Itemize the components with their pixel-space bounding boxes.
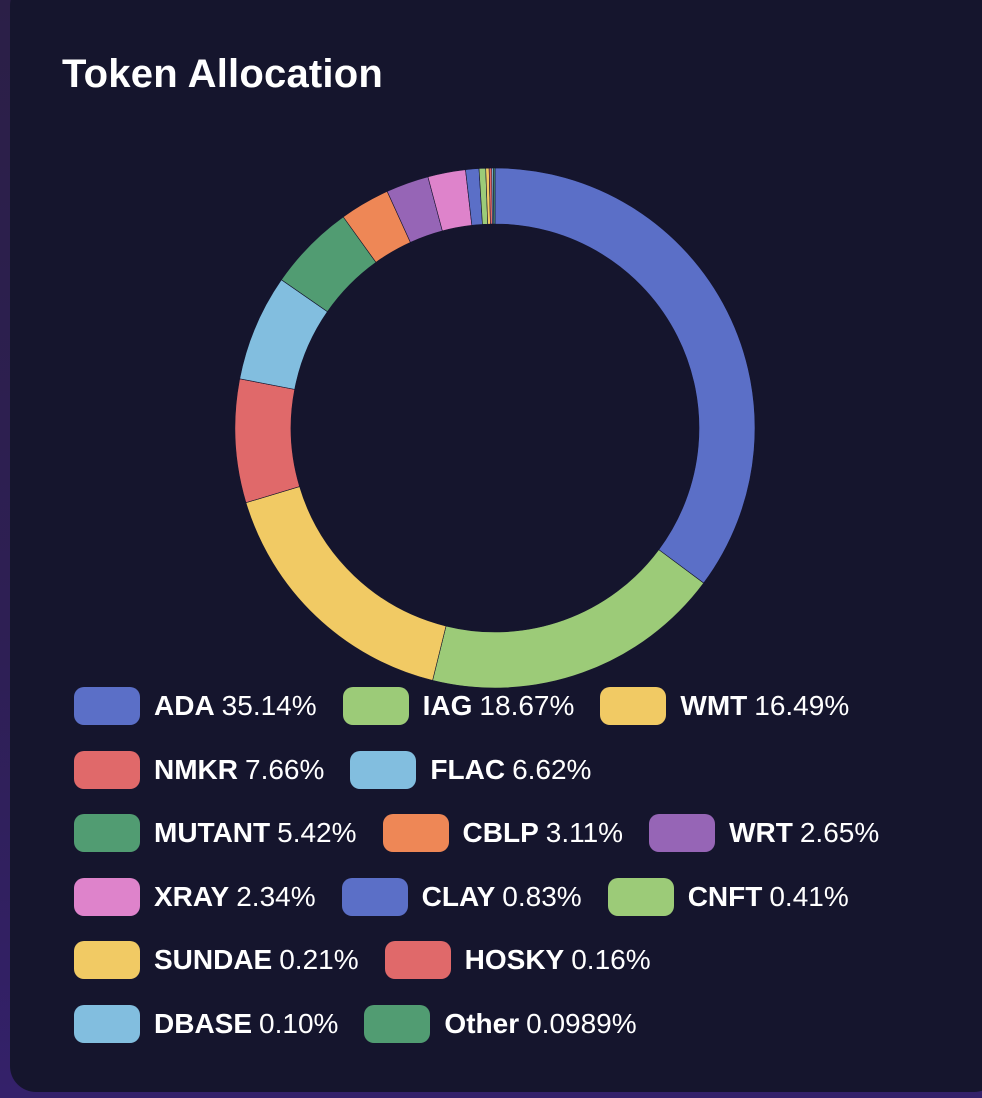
donut-chart	[234, 167, 756, 689]
legend-swatch-dbase	[74, 1004, 140, 1043]
legend-item-dbase[interactable]: DBASE 0.10%	[74, 1004, 339, 1043]
donut-slice-ada[interactable]	[494, 167, 756, 584]
legend-swatch-ada	[74, 687, 140, 725]
legend-value-cblp: 3.11%	[545, 817, 624, 848]
card-title: Token Allocation	[62, 52, 383, 96]
legend-label-wmt: WMT	[680, 690, 748, 721]
legend-item-flac[interactable]: FLAC 6.62%	[350, 750, 592, 789]
legend-label-clay: CLAY	[421, 880, 496, 912]
legend-value-mutant: 5.42%	[277, 817, 357, 848]
legend-swatch-clay	[341, 877, 408, 916]
legend-item-wrt[interactable]: WRT 2.65%	[649, 814, 879, 852]
legend-label-nmkr: NMKR	[154, 753, 238, 785]
legend-swatch-xray	[74, 877, 140, 916]
legend-value-hosky: 0.16%	[571, 944, 651, 975]
legend-label-sundae: SUNDAE	[154, 944, 273, 975]
legend-label-mutant: MUTANT	[154, 817, 271, 848]
donut-slice-iag[interactable]	[432, 549, 705, 689]
legend-value-other: 0.0989%	[526, 1007, 637, 1039]
legend-swatch-wmt	[600, 687, 667, 725]
legend-label-dbase: DBASE	[154, 1007, 253, 1039]
legend-swatch-hosky	[384, 941, 451, 979]
legend-value-xray: 2.34%	[236, 880, 316, 912]
legend-value-flac: 6.62%	[512, 753, 592, 785]
legend-swatch-cblp	[382, 814, 449, 852]
legend-swatch-iag	[342, 687, 409, 725]
legend-row: ADA 35.14% IAG 18.67% WMT 16.49%	[74, 686, 954, 726]
legend-label-hosky: HOSKY	[464, 944, 565, 975]
legend-value-ada: 35.14%	[221, 690, 317, 721]
legend-label-iag: IAG	[422, 690, 473, 721]
legend-swatch-flac	[350, 750, 417, 789]
legend-value-wmt: 16.49%	[754, 690, 850, 721]
legend-label-cnft: CNFT	[687, 880, 763, 912]
legend-swatch-other	[364, 1004, 431, 1043]
legend-row: SUNDAE 0.21% HOSKY 0.16%	[74, 940, 954, 980]
legend-value-clay: 0.83%	[502, 880, 582, 912]
chart-legend: ADA 35.14% IAG 18.67% WMT 16.49% NMKR 7.66% FLAC…	[74, 686, 954, 1067]
legend-label-xray: XRAY	[154, 880, 230, 912]
legend-label-cblp: CBLP	[462, 817, 539, 848]
donut-slice-other[interactable]	[493, 167, 496, 225]
legend-item-clay[interactable]: CLAY 0.83%	[341, 877, 582, 916]
donut-slice-nmkr[interactable]	[234, 378, 300, 504]
legend-item-ada[interactable]: ADA 35.14%	[74, 687, 317, 725]
legend-item-iag[interactable]: IAG 18.67%	[342, 687, 575, 725]
legend-item-sundae[interactable]: SUNDAE 0.21%	[74, 941, 359, 979]
legend-label-flac: FLAC	[430, 753, 506, 785]
legend-value-wrt: 2.65%	[799, 817, 880, 848]
legend-swatch-mutant	[74, 814, 140, 852]
legend-value-dbase: 0.10%	[259, 1007, 339, 1039]
legend-row: XRAY 2.34% CLAY 0.83% CNFT 0.41%	[74, 877, 954, 917]
legend-row: NMKR 7.66% FLAC 6.62%	[74, 750, 954, 790]
legend-label-ada: ADA	[154, 690, 215, 721]
legend-label-other: Other	[444, 1007, 520, 1039]
legend-item-cnft[interactable]: CNFT 0.41%	[607, 877, 849, 916]
legend-row: DBASE 0.10% Other 0.0989%	[74, 1004, 954, 1044]
legend-item-hosky[interactable]: HOSKY 0.16%	[384, 941, 651, 979]
legend-item-mutant[interactable]: MUTANT 5.42%	[74, 814, 357, 852]
legend-value-iag: 18.67%	[479, 690, 575, 721]
legend-row: MUTANT 5.42% CBLP 3.11% WRT 2.65%	[74, 813, 954, 853]
legend-swatch-wrt	[649, 814, 716, 852]
legend-item-other[interactable]: Other 0.0989%	[364, 1004, 637, 1043]
legend-swatch-nmkr	[74, 750, 140, 789]
legend-item-wmt[interactable]: WMT 16.49%	[600, 687, 849, 725]
legend-swatch-cnft	[607, 877, 674, 916]
legend-item-nmkr[interactable]: NMKR 7.66%	[74, 750, 325, 789]
legend-value-cnft: 0.41%	[769, 880, 849, 912]
donut-slice-wmt[interactable]	[245, 486, 447, 681]
legend-value-nmkr: 7.66%	[245, 753, 325, 785]
legend-label-wrt: WRT	[729, 817, 793, 848]
legend-value-sundae: 0.21%	[279, 944, 359, 975]
legend-item-xray[interactable]: XRAY 2.34%	[74, 877, 316, 916]
legend-item-cblp[interactable]: CBLP 3.11%	[382, 814, 624, 852]
legend-swatch-sundae	[74, 941, 140, 979]
